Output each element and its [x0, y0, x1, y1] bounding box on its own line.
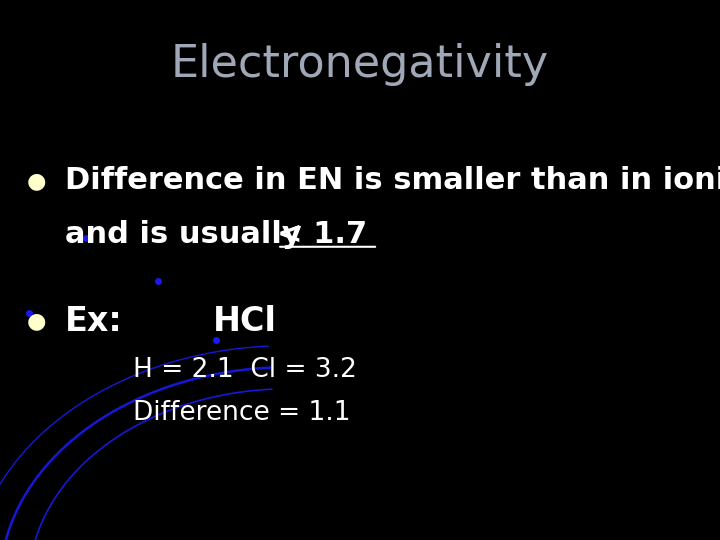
Text: ●: ●: [27, 171, 45, 191]
Text: HCl: HCl: [212, 305, 276, 338]
Text: Difference = 1.1: Difference = 1.1: [133, 400, 351, 426]
Text: < 1.7: < 1.7: [277, 220, 367, 249]
Text: Difference in EN is smaller than in ionics: Difference in EN is smaller than in ioni…: [65, 166, 720, 195]
Text: Electronegativity: Electronegativity: [171, 43, 549, 86]
Text: Ex:: Ex:: [65, 305, 122, 338]
Text: and is usually: and is usually: [65, 220, 312, 249]
Text: ●: ●: [27, 311, 45, 332]
Text: H = 2.1  Cl = 3.2: H = 2.1 Cl = 3.2: [133, 357, 357, 383]
